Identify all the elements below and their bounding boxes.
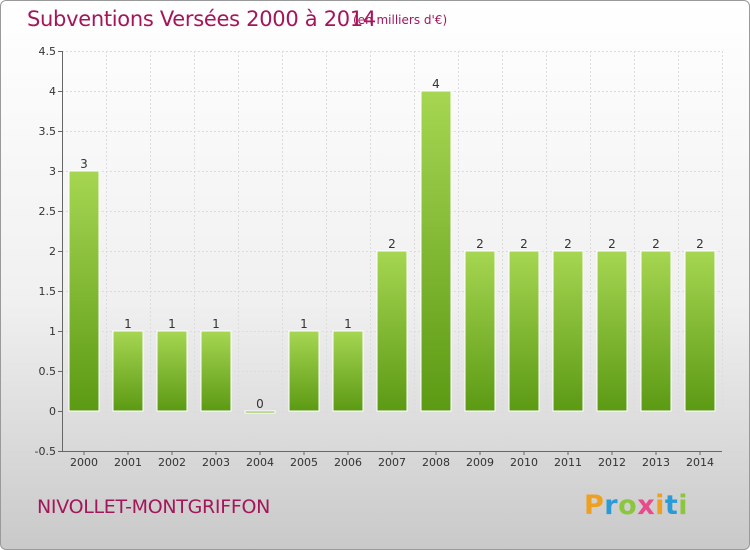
y-tick-label: -0.5 — [35, 445, 56, 458]
logo-letter: P — [584, 490, 605, 521]
value-label: 2 — [520, 237, 528, 251]
y-tick-label: 1.5 — [39, 285, 57, 298]
bar — [420, 90, 452, 412]
chart-subtitle: (en milliers d'€) — [353, 13, 448, 27]
x-tick-label: 2004 — [246, 456, 274, 469]
value-label: 2 — [608, 237, 616, 251]
y-tick-label: 4.5 — [39, 45, 57, 58]
value-label: 1 — [300, 317, 308, 331]
logo-letter: o — [618, 490, 638, 521]
x-tick-label: 2009 — [466, 456, 494, 469]
bars — [68, 90, 716, 414]
y-tick-label: 3.5 — [39, 125, 57, 138]
bar — [596, 250, 628, 412]
x-tick-label: 2013 — [642, 456, 670, 469]
bar — [508, 250, 540, 412]
value-label: 4 — [432, 77, 440, 91]
x-tick-label: 2000 — [70, 456, 98, 469]
bar — [464, 250, 496, 412]
x-tick-label: 2002 — [158, 456, 186, 469]
bar — [112, 330, 144, 412]
x-tick-label: 2014 — [686, 456, 714, 469]
x-tick-label: 2003 — [202, 456, 230, 469]
x-tick-label: 2005 — [290, 456, 318, 469]
value-label: 2 — [388, 237, 396, 251]
bar — [200, 330, 232, 412]
y-tick-label: 4 — [49, 85, 56, 98]
y-tick-labels: -0.5 0 0.5 1 1.5 2 2.5 3 3.5 4 4.5 — [35, 45, 56, 458]
value-label: 1 — [212, 317, 220, 331]
axes — [58, 51, 722, 455]
value-label: 1 — [344, 317, 352, 331]
commune-name: NIVOLLET-MONTGRIFFON — [37, 496, 271, 518]
chart-title: Subventions Versées 2000 à 2014 — [27, 7, 376, 31]
proxiti-logo[interactable]: Proxiti — [584, 490, 688, 521]
logo-letter: r — [604, 490, 619, 521]
y-tick-label: 0.5 — [39, 365, 57, 378]
y-tick-label: 2.5 — [39, 205, 57, 218]
x-tick-labels: 2000 2001 2002 2003 2004 2005 2006 2007 2008 2009… — [70, 456, 714, 469]
value-label: 1 — [124, 317, 132, 331]
value-label: 2 — [476, 237, 484, 251]
y-tick-label: 2 — [49, 245, 56, 258]
bar — [376, 250, 408, 412]
logo-letter: x — [637, 490, 656, 521]
value-labels: 3 1 1 1 0 1 1 2 4 2 2 2 2 2 2 — [80, 77, 704, 411]
x-tick-label: 2008 — [422, 456, 450, 469]
value-label: 1 — [168, 317, 176, 331]
logo-letter: i — [655, 490, 665, 521]
bar — [640, 250, 672, 412]
x-tick-label: 2007 — [378, 456, 406, 469]
x-tick-label: 2006 — [334, 456, 362, 469]
bar — [156, 330, 188, 412]
value-label: 2 — [564, 237, 572, 251]
bar — [68, 170, 100, 412]
x-tick-label: 2010 — [510, 456, 538, 469]
value-label: 3 — [80, 157, 88, 171]
bar — [244, 410, 276, 414]
y-tick-label: 0 — [49, 405, 56, 418]
bar — [552, 250, 584, 412]
y-tick-label: 1 — [49, 325, 56, 338]
bar — [288, 330, 320, 412]
bar — [684, 250, 716, 412]
x-tick-label: 2012 — [598, 456, 626, 469]
logo-letter: i — [678, 490, 689, 521]
value-label: 0 — [256, 397, 264, 411]
x-tick-label: 2011 — [554, 456, 582, 469]
value-label: 2 — [696, 237, 704, 251]
x-tick-label: 2001 — [114, 456, 142, 469]
value-label: 2 — [652, 237, 660, 251]
y-tick-label: 3 — [49, 165, 56, 178]
bar — [332, 330, 364, 412]
logo-letter: t — [664, 490, 679, 521]
